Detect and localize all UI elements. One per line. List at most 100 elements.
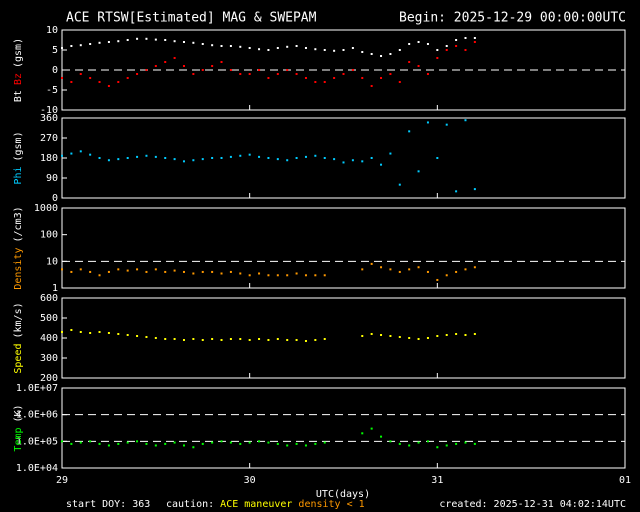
data-point [154,444,157,447]
data-point [436,278,439,281]
data-point [107,444,110,447]
data-point [323,274,326,277]
data-point [295,442,298,445]
y-tick-label: 10 [46,25,58,36]
data-point [126,157,129,159]
data-point [126,77,129,79]
data-point [98,274,101,277]
data-point [229,155,232,158]
data-point [239,442,242,445]
data-point [398,270,401,273]
data-point [286,444,289,447]
data-point [126,334,129,336]
data-point [117,442,120,445]
data-point [182,41,185,43]
data-point [136,440,139,443]
data-point [295,339,298,341]
y-axis-label: Density (/cm3) [13,206,24,289]
y-axis-label-part: Bz [13,73,24,85]
data-point [380,77,383,79]
data-point [126,269,129,272]
data-point [61,77,63,79]
data-point [464,119,467,122]
data-point [276,73,279,75]
data-point [417,266,420,269]
data-point [361,77,364,79]
data-point [436,49,439,51]
data-point [445,49,448,51]
data-point [70,81,73,83]
data-point [239,272,242,275]
data-point [154,337,157,339]
data-point [229,270,232,273]
caution-part: ACE maneuver [220,499,292,510]
data-point [239,154,242,157]
data-point [314,48,317,51]
data-point [192,41,195,44]
data-point [267,49,270,51]
data-point [398,49,401,51]
y-axis-label-part: (K) [13,404,24,422]
data-point [61,47,63,49]
data-point [70,442,73,445]
data-point [126,441,129,444]
y-axis-label: Temp (K) [13,404,24,451]
y-tick-label: 180 [40,153,58,164]
data-point [473,188,476,191]
data-point [314,442,317,445]
y-axis-label-part: Temp [13,427,24,451]
y-tick-label: -10 [40,105,58,116]
y-tick-label: 270 [40,133,58,144]
data-point [89,43,92,45]
y-tick-label: 1.0E+06 [16,410,58,421]
data-point [136,37,139,40]
y-tick-label: 400 [40,333,58,344]
data-point [286,339,289,341]
data-point [173,158,176,161]
data-point [286,45,289,48]
data-point [304,155,307,158]
data-point [220,45,223,47]
x-tick-label: 29 [56,475,68,486]
caution-part: caution: [166,499,214,510]
data-point [314,81,317,83]
data-point [473,41,476,43]
data-point [267,441,270,444]
data-point [89,270,92,273]
data-point [455,190,458,193]
data-point [351,47,354,49]
data-point [370,333,373,335]
data-point [455,39,458,41]
data-point [455,442,458,445]
data-point [370,53,373,55]
data-point [445,274,448,277]
data-point [89,153,92,156]
data-point [380,435,383,438]
data-point [436,335,439,337]
data-point [136,268,139,271]
data-point [361,268,364,271]
x-tick-label: 30 [244,475,256,486]
data-point [61,440,63,443]
data-point [380,55,383,57]
data-point [370,427,373,430]
data-point [267,339,270,341]
data-point [361,160,364,163]
data-point [258,48,261,51]
data-point [164,61,167,63]
data-point [464,37,467,39]
data-point [126,39,129,41]
data-point [154,268,157,271]
data-point [164,338,167,340]
panel-frame [61,387,626,469]
data-point [455,45,458,47]
y-tick-label: 90 [46,173,58,184]
data-point [445,444,448,447]
caution: caution: ACE maneuver density < 1 [166,499,365,510]
data-point [276,442,279,445]
data-point [239,73,242,75]
data-point [192,446,195,449]
data-point [173,338,176,340]
data-point [220,339,223,341]
data-point [136,335,139,337]
